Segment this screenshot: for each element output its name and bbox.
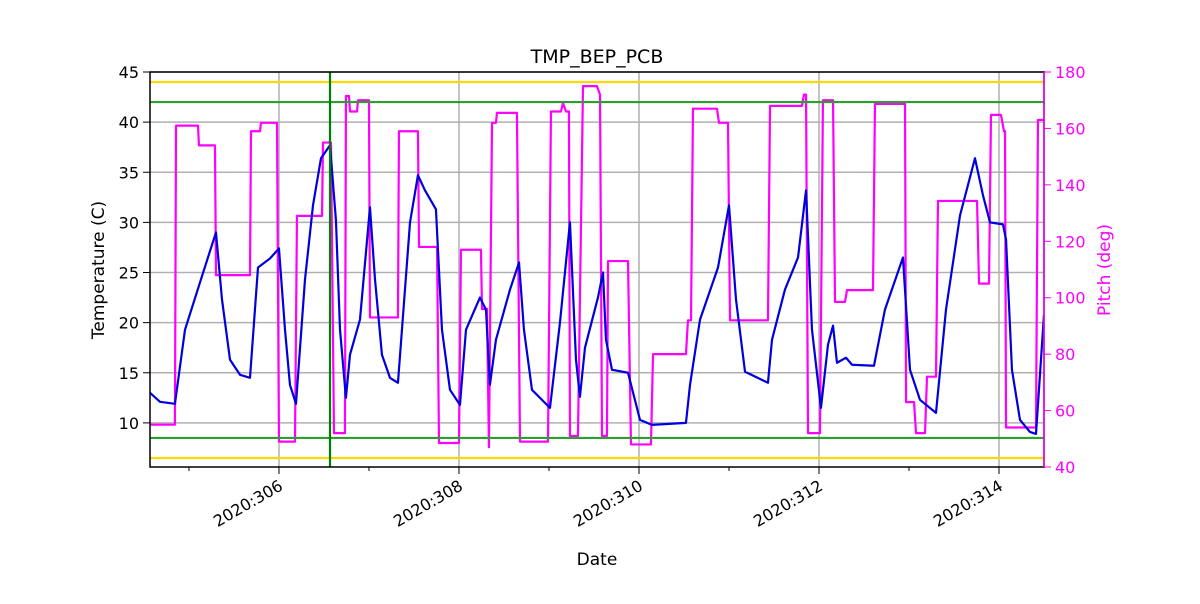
y2-tick-label: 80 bbox=[1055, 345, 1075, 364]
y-tick-label: 15 bbox=[119, 364, 139, 383]
y-tick-label: 35 bbox=[119, 163, 139, 182]
y2-axis-label: Pitch (deg) bbox=[1095, 224, 1115, 316]
y-tick-label: 25 bbox=[119, 264, 139, 283]
y2-tick-label: 100 bbox=[1055, 289, 1086, 308]
y-tick-label: 45 bbox=[119, 63, 139, 82]
y2-tick-label: 60 bbox=[1055, 402, 1075, 421]
series-line bbox=[150, 144, 1044, 436]
y-tick-label: 10 bbox=[119, 414, 139, 433]
x-axis-label: Date bbox=[577, 550, 618, 570]
y-axis-label: Temperature (C) bbox=[89, 201, 109, 340]
y-tick-label: 40 bbox=[119, 113, 139, 132]
y2-tick-label: 180 bbox=[1055, 63, 1086, 82]
y2-tick-label: 120 bbox=[1055, 232, 1086, 251]
chart-title: TMP_BEP_PCB bbox=[530, 46, 664, 68]
y2-tick-label: 140 bbox=[1055, 176, 1086, 195]
y2-tick-label: 160 bbox=[1055, 119, 1086, 138]
y-tick-label: 20 bbox=[119, 314, 139, 333]
plot-area bbox=[150, 72, 1044, 467]
y2-tick-label: 40 bbox=[1055, 458, 1075, 477]
y-tick-label: 30 bbox=[119, 213, 139, 232]
